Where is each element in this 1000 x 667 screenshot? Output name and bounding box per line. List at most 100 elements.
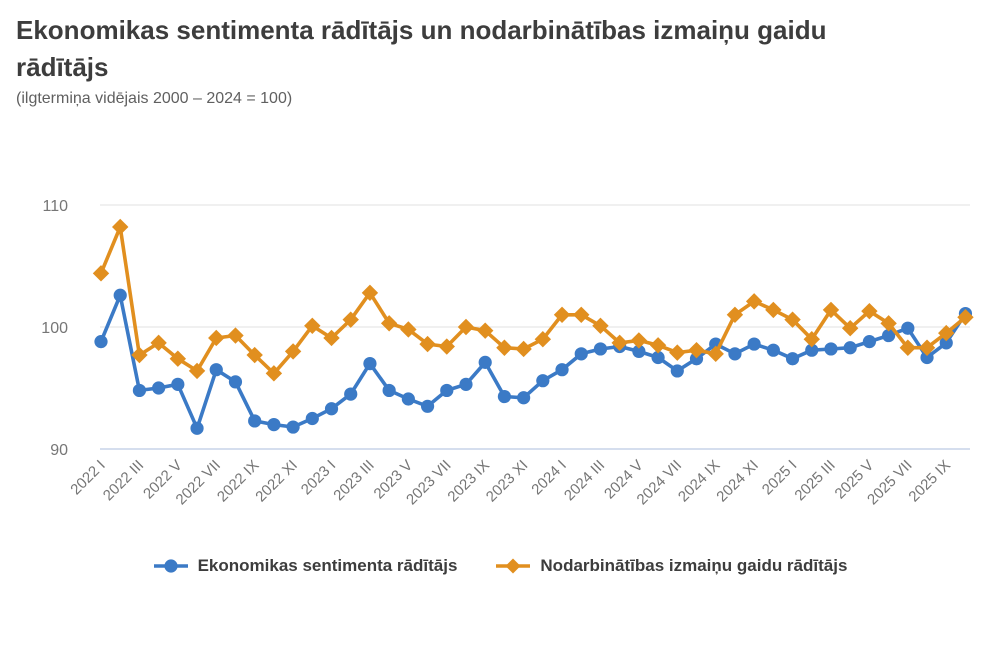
data-point-employment-2022-viii[interactable]: [227, 327, 244, 344]
data-point-employment-2025-vii[interactable]: [899, 339, 917, 356]
data-point-employment-2023-vii[interactable]: [438, 338, 455, 355]
data-point-sentiment-2023-vi[interactable]: [420, 399, 435, 413]
chart-subtitle: (ilgtermiņa vidējais 2000 – 2024 = 100): [16, 90, 293, 107]
data-point-employment-2024-viii[interactable]: [688, 341, 705, 359]
data-point-employment-2024-x[interactable]: [726, 306, 744, 323]
data-point-sentiment-2024-viii[interactable]: [689, 352, 704, 366]
y-axis-label-100: 100: [41, 320, 68, 337]
data-point-employment-2024-vi[interactable]: [649, 337, 667, 354]
x-axis-label-2024-iii: 2024 III: [561, 457, 608, 504]
x-axis-label-2025-iii: 2025 III: [791, 457, 838, 504]
data-point-employment-2024-v[interactable]: [630, 332, 648, 349]
data-point-sentiment-2023-i[interactable]: [324, 402, 339, 416]
data-point-employment-2022-vi[interactable]: [188, 362, 206, 380]
data-point-employment-2023-x[interactable]: [496, 339, 513, 356]
data-point-sentiment-2024-iii[interactable]: [593, 342, 608, 356]
data-point-sentiment-2024-v[interactable]: [632, 344, 646, 358]
data-point-sentiment-2024-xii[interactable]: [766, 343, 780, 357]
data-point-sentiment-2025-vii[interactable]: [901, 321, 915, 335]
x-axis-label-2022-iii: 2022 III: [100, 457, 147, 504]
data-point-employment-2025-ix[interactable]: [938, 324, 955, 342]
x-axis-label-2024-xi: 2024 XI: [713, 457, 762, 506]
data-point-sentiment-2023-xi[interactable]: [517, 391, 531, 405]
data-point-sentiment-2024-xi[interactable]: [747, 337, 761, 351]
data-point-sentiment-2024-i[interactable]: [555, 363, 569, 377]
data-point-sentiment-2024-vii[interactable]: [670, 364, 684, 378]
data-point-employment-2025-v[interactable]: [861, 302, 878, 320]
data-point-sentiment-2025-ii[interactable]: [805, 343, 819, 357]
data-point-sentiment-2023-x[interactable]: [497, 389, 512, 404]
legend-item-sentiment[interactable]: Ekonomikas sentimenta rādītājs: [153, 556, 457, 576]
y-axis-label-110: 110: [42, 198, 68, 215]
data-point-sentiment-2023-vii[interactable]: [440, 383, 454, 398]
data-point-employment-2025-iii[interactable]: [822, 301, 840, 319]
data-point-employment-2025-iv[interactable]: [841, 320, 859, 337]
data-point-sentiment-2023-ix[interactable]: [478, 355, 492, 369]
data-point-sentiment-2025-v[interactable]: [862, 335, 877, 349]
data-point-employment-2022-x[interactable]: [265, 365, 283, 382]
data-point-employment-2023-iv[interactable]: [380, 315, 398, 332]
data-point-employment-2024-i[interactable]: [553, 306, 571, 323]
x-axis-label-2025-ix: 2025 IX: [905, 457, 954, 506]
data-point-employment-2024-iv[interactable]: [611, 334, 628, 352]
data-point-sentiment-2023-ii[interactable]: [344, 387, 358, 401]
data-point-employment-2022-iv[interactable]: [150, 334, 167, 352]
data-point-sentiment-2022-v[interactable]: [171, 377, 185, 391]
data-point-employment-2022-ii[interactable]: [112, 218, 129, 236]
data-point-sentiment-2025-iv[interactable]: [843, 341, 857, 355]
data-point-sentiment-2022-x[interactable]: [267, 418, 281, 432]
legend-label-employment: Nodarbinātības izmaiņu gaidu rādītājs: [540, 556, 848, 575]
data-point-employment-2023-v[interactable]: [400, 321, 417, 338]
data-point-sentiment-2023-iv[interactable]: [382, 383, 396, 398]
data-point-sentiment-2024-x[interactable]: [728, 347, 742, 361]
series-line-sentiment: [99, 293, 968, 431]
data-point-sentiment-2023-xii[interactable]: [536, 374, 550, 388]
data-point-employment-2023-xii[interactable]: [534, 331, 552, 348]
data-point-employment-2025-i[interactable]: [784, 311, 801, 328]
chart-legend: Ekonomikas sentimenta rādītājs Nodarbinā…: [0, 556, 1000, 576]
data-point-sentiment-2022-vii[interactable]: [209, 363, 223, 377]
data-point-sentiment-2022-iv[interactable]: [152, 381, 166, 395]
data-point-sentiment-2025-iii[interactable]: [824, 342, 838, 356]
data-point-employment-2022-vii[interactable]: [208, 329, 225, 347]
data-point-sentiment-2025-ix[interactable]: [939, 336, 953, 350]
data-point-sentiment-2025-vi[interactable]: [882, 328, 896, 343]
data-point-employment-2024-vii[interactable]: [669, 344, 686, 361]
data-point-sentiment-2023-viii[interactable]: [459, 377, 473, 391]
data-point-sentiment-2022-iii[interactable]: [132, 383, 147, 398]
data-point-employment-2025-vi[interactable]: [880, 315, 897, 332]
data-point-employment-2025-x[interactable]: [957, 309, 974, 326]
legend-item-employment[interactable]: Nodarbinātības izmaiņu gaidu rādītājs: [495, 556, 847, 576]
data-point-sentiment-2024-ii[interactable]: [574, 347, 588, 361]
data-point-employment-2023-ii[interactable]: [342, 311, 359, 328]
data-point-employment-2022-ix[interactable]: [246, 346, 263, 364]
data-point-sentiment-2023-v[interactable]: [401, 392, 415, 406]
data-point-sentiment-2022-ii[interactable]: [113, 288, 127, 302]
data-point-sentiment-2022-i[interactable]: [94, 335, 108, 349]
data-point-sentiment-2022-xi[interactable]: [286, 420, 300, 434]
data-point-employment-2024-ii[interactable]: [573, 306, 590, 323]
data-point-sentiment-2025-viii[interactable]: [920, 350, 934, 365]
data-point-employment-2023-viii[interactable]: [457, 318, 475, 336]
x-axis-label-2022-xi: 2022 XI: [252, 457, 301, 506]
data-point-sentiment-2022-xii[interactable]: [305, 411, 319, 426]
data-point-employment-2024-xi[interactable]: [745, 293, 763, 310]
data-point-employment-2025-viii[interactable]: [918, 339, 936, 356]
data-point-sentiment-2025-i[interactable]: [785, 352, 800, 366]
data-point-employment-2025-ii[interactable]: [803, 331, 820, 348]
data-point-sentiment-2023-iii[interactable]: [363, 357, 377, 371]
data-point-sentiment-2022-viii[interactable]: [228, 375, 243, 389]
data-point-sentiment-2022-ix[interactable]: [248, 414, 262, 428]
legend-diamond-marker-icon: [496, 558, 531, 574]
data-point-employment-2022-iii[interactable]: [131, 346, 148, 364]
data-point-employment-2022-i[interactable]: [92, 265, 110, 282]
data-point-employment-2023-vi[interactable]: [419, 335, 436, 353]
data-point-employment-2022-xi[interactable]: [284, 343, 302, 360]
data-point-employment-2023-i[interactable]: [323, 329, 340, 347]
data-point-sentiment-2024-vi[interactable]: [651, 350, 665, 365]
data-point-employment-2023-xi[interactable]: [515, 340, 532, 358]
data-point-employment-2024-xii[interactable]: [765, 301, 782, 319]
data-point-sentiment-2022-vi[interactable]: [190, 421, 204, 435]
x-axis-label-2023-xi: 2023 XI: [483, 457, 532, 506]
